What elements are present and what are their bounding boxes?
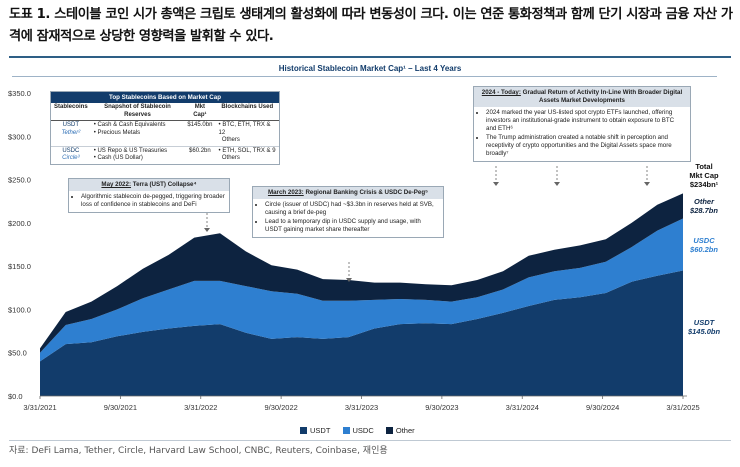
callout-pointer-arrow [346,278,352,282]
x-tick-label: 9/30/2024 [586,403,619,412]
area-series-other [40,193,683,353]
reserve-item: Precious Metals [97,129,141,136]
x-tick-label: 9/30/2023 [425,403,458,412]
x-tick-label: 9/30/2022 [264,403,297,412]
other-label: Other [693,197,714,206]
chain-item: Others [221,137,240,143]
coin-mkt-cap: $145.0bn [184,120,216,147]
table-row: USDT Tether² • Cash & Cash Equivalents • P… [51,120,279,147]
reserve-item: US Repo & US Treasuries [97,147,168,154]
table-title: Top Stablecoins Based on Market Cap [51,92,279,103]
x-tick-label: 9/30/2021 [104,403,137,412]
y-tick-label: $150.0 [8,262,31,271]
callout-mar-2023: March 2023: Regional Banking Crisis & US… [252,186,444,238]
usdc-label: USDC [693,236,715,245]
coin-name: USDC [62,147,80,154]
callout-may-2022: May 2022: Terra (UST) Collapse⁴ Algorith… [68,178,230,213]
table-header-row: Stablecoins Snapshot of Stablecoin Reser… [51,103,279,121]
total-label: Total [695,162,713,171]
reserve-item: Cash (US Dollar) [97,155,143,161]
y-tick-label: $50.0 [8,349,27,358]
legend-label: USDT [310,426,331,435]
callout-heading: Regional Banking Crisis & USDC De-Peg⁵ [305,189,429,196]
coin-mkt-cap: $60.2bn [189,147,211,154]
x-tick-label: 3/31/2021 [23,403,56,412]
callout-pointer-arrow [204,228,210,232]
x-tick-label: 3/31/2022 [184,403,217,412]
table-header-mkt-cap: Mkt Cap¹ [184,103,216,121]
chart-legend: USDT USDC Other [300,426,425,435]
stablecoin-market-cap-chart: $0.0 $50.0 $100.0 $150.0 $200.0 $250.0 $300.0 $… [8,89,700,412]
callout-2024-today: 2024 - Today: Gradual Return of Activity… [473,86,691,162]
figure-title: 도표 1. 스테이블 코인 시가 총액은 크립토 생태계의 활성화에 따라 변동… [9,7,733,44]
x-tick-label: 3/31/2024 [506,403,539,412]
usdc-series-label: USDC $60.2bn [668,236,740,254]
total-mkt-cap-label: Total Mkt Cap $234bn¹ [668,162,740,189]
callout-bullet: Lead to a temporary dip in USDC supply a… [265,218,439,234]
chain-item: BTC, ETH, TRX & 12 [218,122,271,136]
reserve-item: Cash & Cash Equivalents [97,122,166,128]
other-series-label: Other $28.7bn [668,197,740,215]
legend-item: USDT [300,426,330,435]
y-tick-label: $250.0 [8,176,31,185]
legend-label: Other [395,426,415,435]
callout-bullet: The Trump administration created a notab… [486,134,686,158]
y-tick-label: $200.0 [8,219,31,228]
callout-pointer-arrow [644,182,650,186]
y-tick-label: $100.0 [8,305,31,314]
callout-bullet: 2024 marked the year US-listed spot cryp… [486,109,686,133]
usdt-value: $145.0bn [687,327,721,336]
table-header-stablecoins: Stablecoins [51,103,91,121]
callout-date: 2024 - Today: [481,89,521,96]
area-series-usdc [40,218,683,362]
total-label-2: Mkt Cap [689,171,719,180]
usdt-label: USDT [693,318,715,327]
coin-issuer: Circle³ [62,155,80,161]
callout-bullet: Algorithmic stablecoin de-pegged, trigge… [81,193,225,209]
table-header-blockchains: Blockchains Used [215,103,279,121]
total-value: $234bn¹ [689,180,719,189]
chain-item: ETH, SOL, TRX & 9 [222,147,276,154]
callout-pointer-arrow [554,182,560,186]
callout-bullet: Circle (issuer of USDC) had ~$3.3bn in r… [265,201,439,217]
legend-label: USDC [352,426,374,435]
coin-issuer: Tether² [61,129,81,136]
usdt-series-label: USDT $145.0bn [668,318,740,336]
x-tick-label: 3/31/2023 [345,403,378,412]
callout-date: May 2022: [101,181,132,188]
callout-heading: Terra (UST) Collapse⁴ [132,181,197,188]
legend-item: USDC [342,426,374,435]
chart-title-rule [12,76,717,77]
callout-pointer-arrow [493,182,499,186]
source-rule [9,440,731,441]
coin-name: USDT [62,122,80,128]
title-rule [9,56,731,58]
table-header-reserves: Snapshot of Stablecoin Reserves [90,103,185,121]
callout-date: March 2023: [267,189,304,196]
y-tick-label: $300.0 [8,132,31,141]
top-stablecoins-table: Top Stablecoins Based on Market Cap Stab… [50,91,280,165]
y-tick-label: $350.0 [8,89,31,98]
chain-item: Others [221,155,240,161]
area-series-usdt [40,270,683,396]
other-value: $28.7bn [690,206,718,215]
chart-title: Historical Stablecoin Market Cap¹ – Last… [278,64,462,73]
callout-heading: Gradual Return of Activity In-Line With … [522,89,683,104]
usdc-value: $60.2bn [690,245,718,254]
y-tick-label: $0.0 [8,392,23,401]
table-row: USDC Circle³ • US Repo & US Treasuries • C… [51,146,279,164]
x-tick-label: 3/31/2025 [666,403,699,412]
legend-item: Other [385,426,415,435]
source-note: 자료: DeFi Lama, Tether, Circle, Harvard L… [9,446,388,456]
